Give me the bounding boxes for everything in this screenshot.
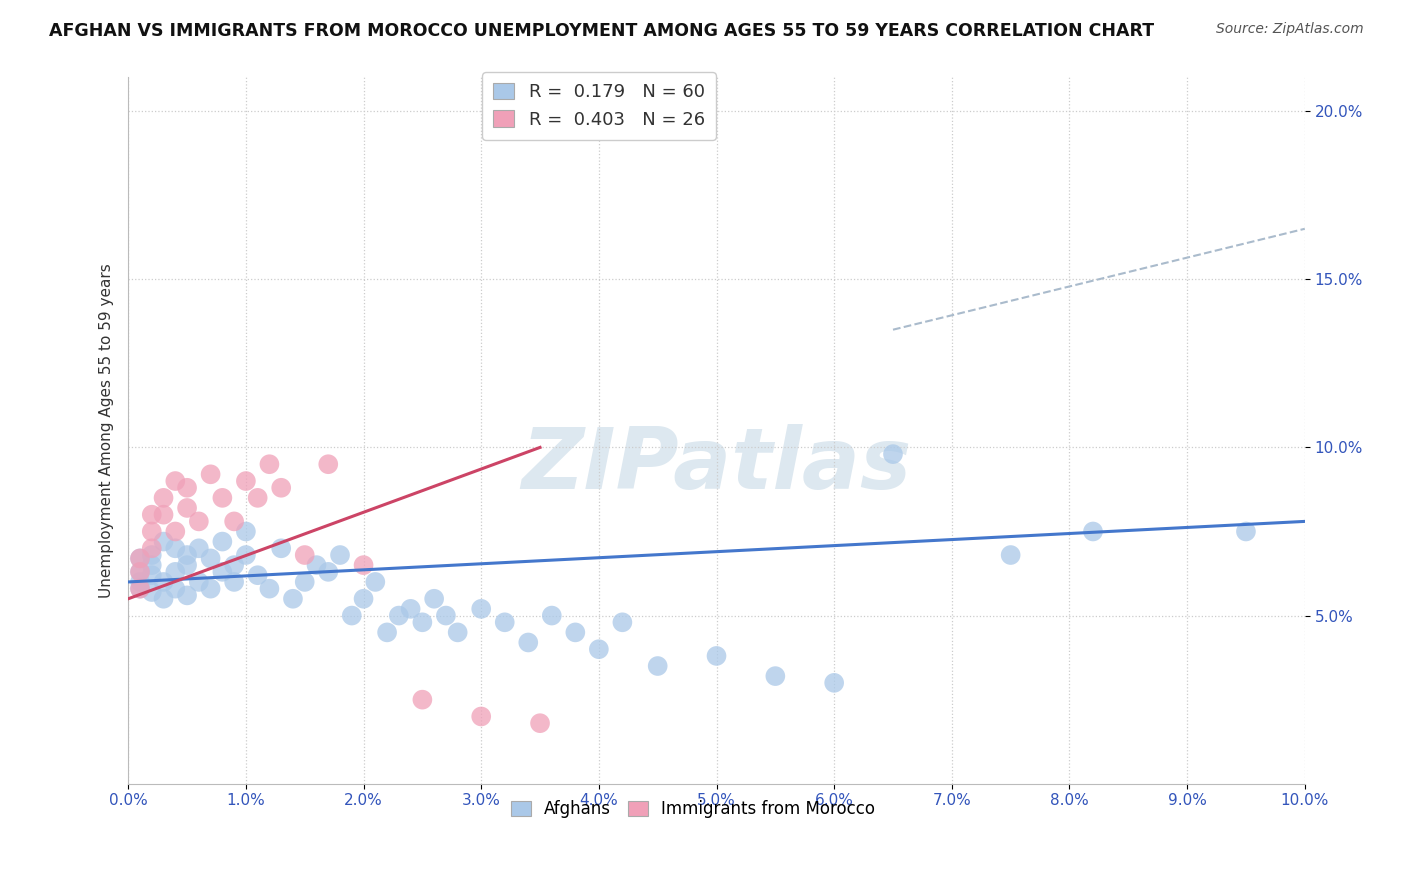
Point [353, 558, 375, 573]
Point [141, 548, 163, 562]
Point [281, 591, 304, 606]
Point [364, 574, 387, 589]
Point [294, 548, 316, 562]
Point [129, 582, 152, 596]
Point [316, 565, 339, 579]
Point [399, 602, 422, 616]
Point [141, 541, 163, 556]
Point [588, 642, 610, 657]
Point [165, 565, 187, 579]
Point [129, 582, 152, 596]
Point [141, 524, 163, 539]
Point [152, 591, 174, 606]
Point [375, 625, 398, 640]
Point [494, 615, 516, 630]
Point [141, 508, 163, 522]
Point [224, 574, 246, 589]
Point [305, 558, 328, 573]
Point [353, 591, 375, 606]
Point [200, 551, 222, 566]
Point [612, 615, 634, 630]
Point [434, 608, 457, 623]
Point [176, 548, 198, 562]
Point [187, 541, 209, 556]
Point [129, 551, 152, 566]
Point [176, 558, 198, 573]
Point [246, 568, 269, 582]
Point [1234, 524, 1257, 539]
Point [270, 481, 292, 495]
Text: Source: ZipAtlas.com: Source: ZipAtlas.com [1216, 22, 1364, 37]
Point [141, 558, 163, 573]
Point [224, 558, 246, 573]
Point [129, 565, 152, 579]
Text: AFGHAN VS IMMIGRANTS FROM MOROCCO UNEMPLOYMENT AMONG AGES 55 TO 59 YEARS CORRELA: AFGHAN VS IMMIGRANTS FROM MOROCCO UNEMPL… [49, 22, 1154, 40]
Point [152, 534, 174, 549]
Point [129, 574, 152, 589]
Point [141, 585, 163, 599]
Point [176, 588, 198, 602]
Point [165, 582, 187, 596]
Point [211, 565, 233, 579]
Point [165, 474, 187, 488]
Point [259, 582, 281, 596]
Point [152, 491, 174, 505]
Point [1081, 524, 1104, 539]
Point [224, 515, 246, 529]
Point [165, 524, 187, 539]
Point [152, 574, 174, 589]
Point [129, 551, 152, 566]
Point [340, 608, 363, 623]
Point [1000, 548, 1022, 562]
Point [763, 669, 786, 683]
Legend: Afghans, Immigrants from Morocco: Afghans, Immigrants from Morocco [505, 794, 882, 825]
Point [647, 659, 669, 673]
Point [176, 481, 198, 495]
Point [540, 608, 562, 623]
Point [470, 709, 492, 723]
Point [316, 457, 339, 471]
Point [187, 574, 209, 589]
Point [529, 716, 551, 731]
Point [470, 602, 492, 616]
Point [882, 447, 904, 461]
Point [564, 625, 586, 640]
Point [246, 491, 269, 505]
Point [211, 534, 233, 549]
Point [517, 635, 540, 649]
Y-axis label: Unemployment Among Ages 55 to 59 years: Unemployment Among Ages 55 to 59 years [100, 263, 114, 598]
Point [141, 568, 163, 582]
Point [706, 648, 728, 663]
Point [200, 467, 222, 482]
Point [411, 692, 433, 706]
Point [329, 548, 352, 562]
Point [235, 474, 257, 488]
Point [200, 582, 222, 596]
Point [235, 548, 257, 562]
Point [294, 574, 316, 589]
Point [187, 515, 209, 529]
Point [176, 500, 198, 515]
Point [129, 565, 152, 579]
Point [211, 491, 233, 505]
Point [423, 591, 446, 606]
Point [152, 508, 174, 522]
Point [447, 625, 470, 640]
Point [235, 524, 257, 539]
Point [823, 676, 845, 690]
Point [259, 457, 281, 471]
Point [411, 615, 433, 630]
Point [388, 608, 411, 623]
Point [165, 541, 187, 556]
Point [270, 541, 292, 556]
Text: ZIPatlas: ZIPatlas [522, 425, 911, 508]
